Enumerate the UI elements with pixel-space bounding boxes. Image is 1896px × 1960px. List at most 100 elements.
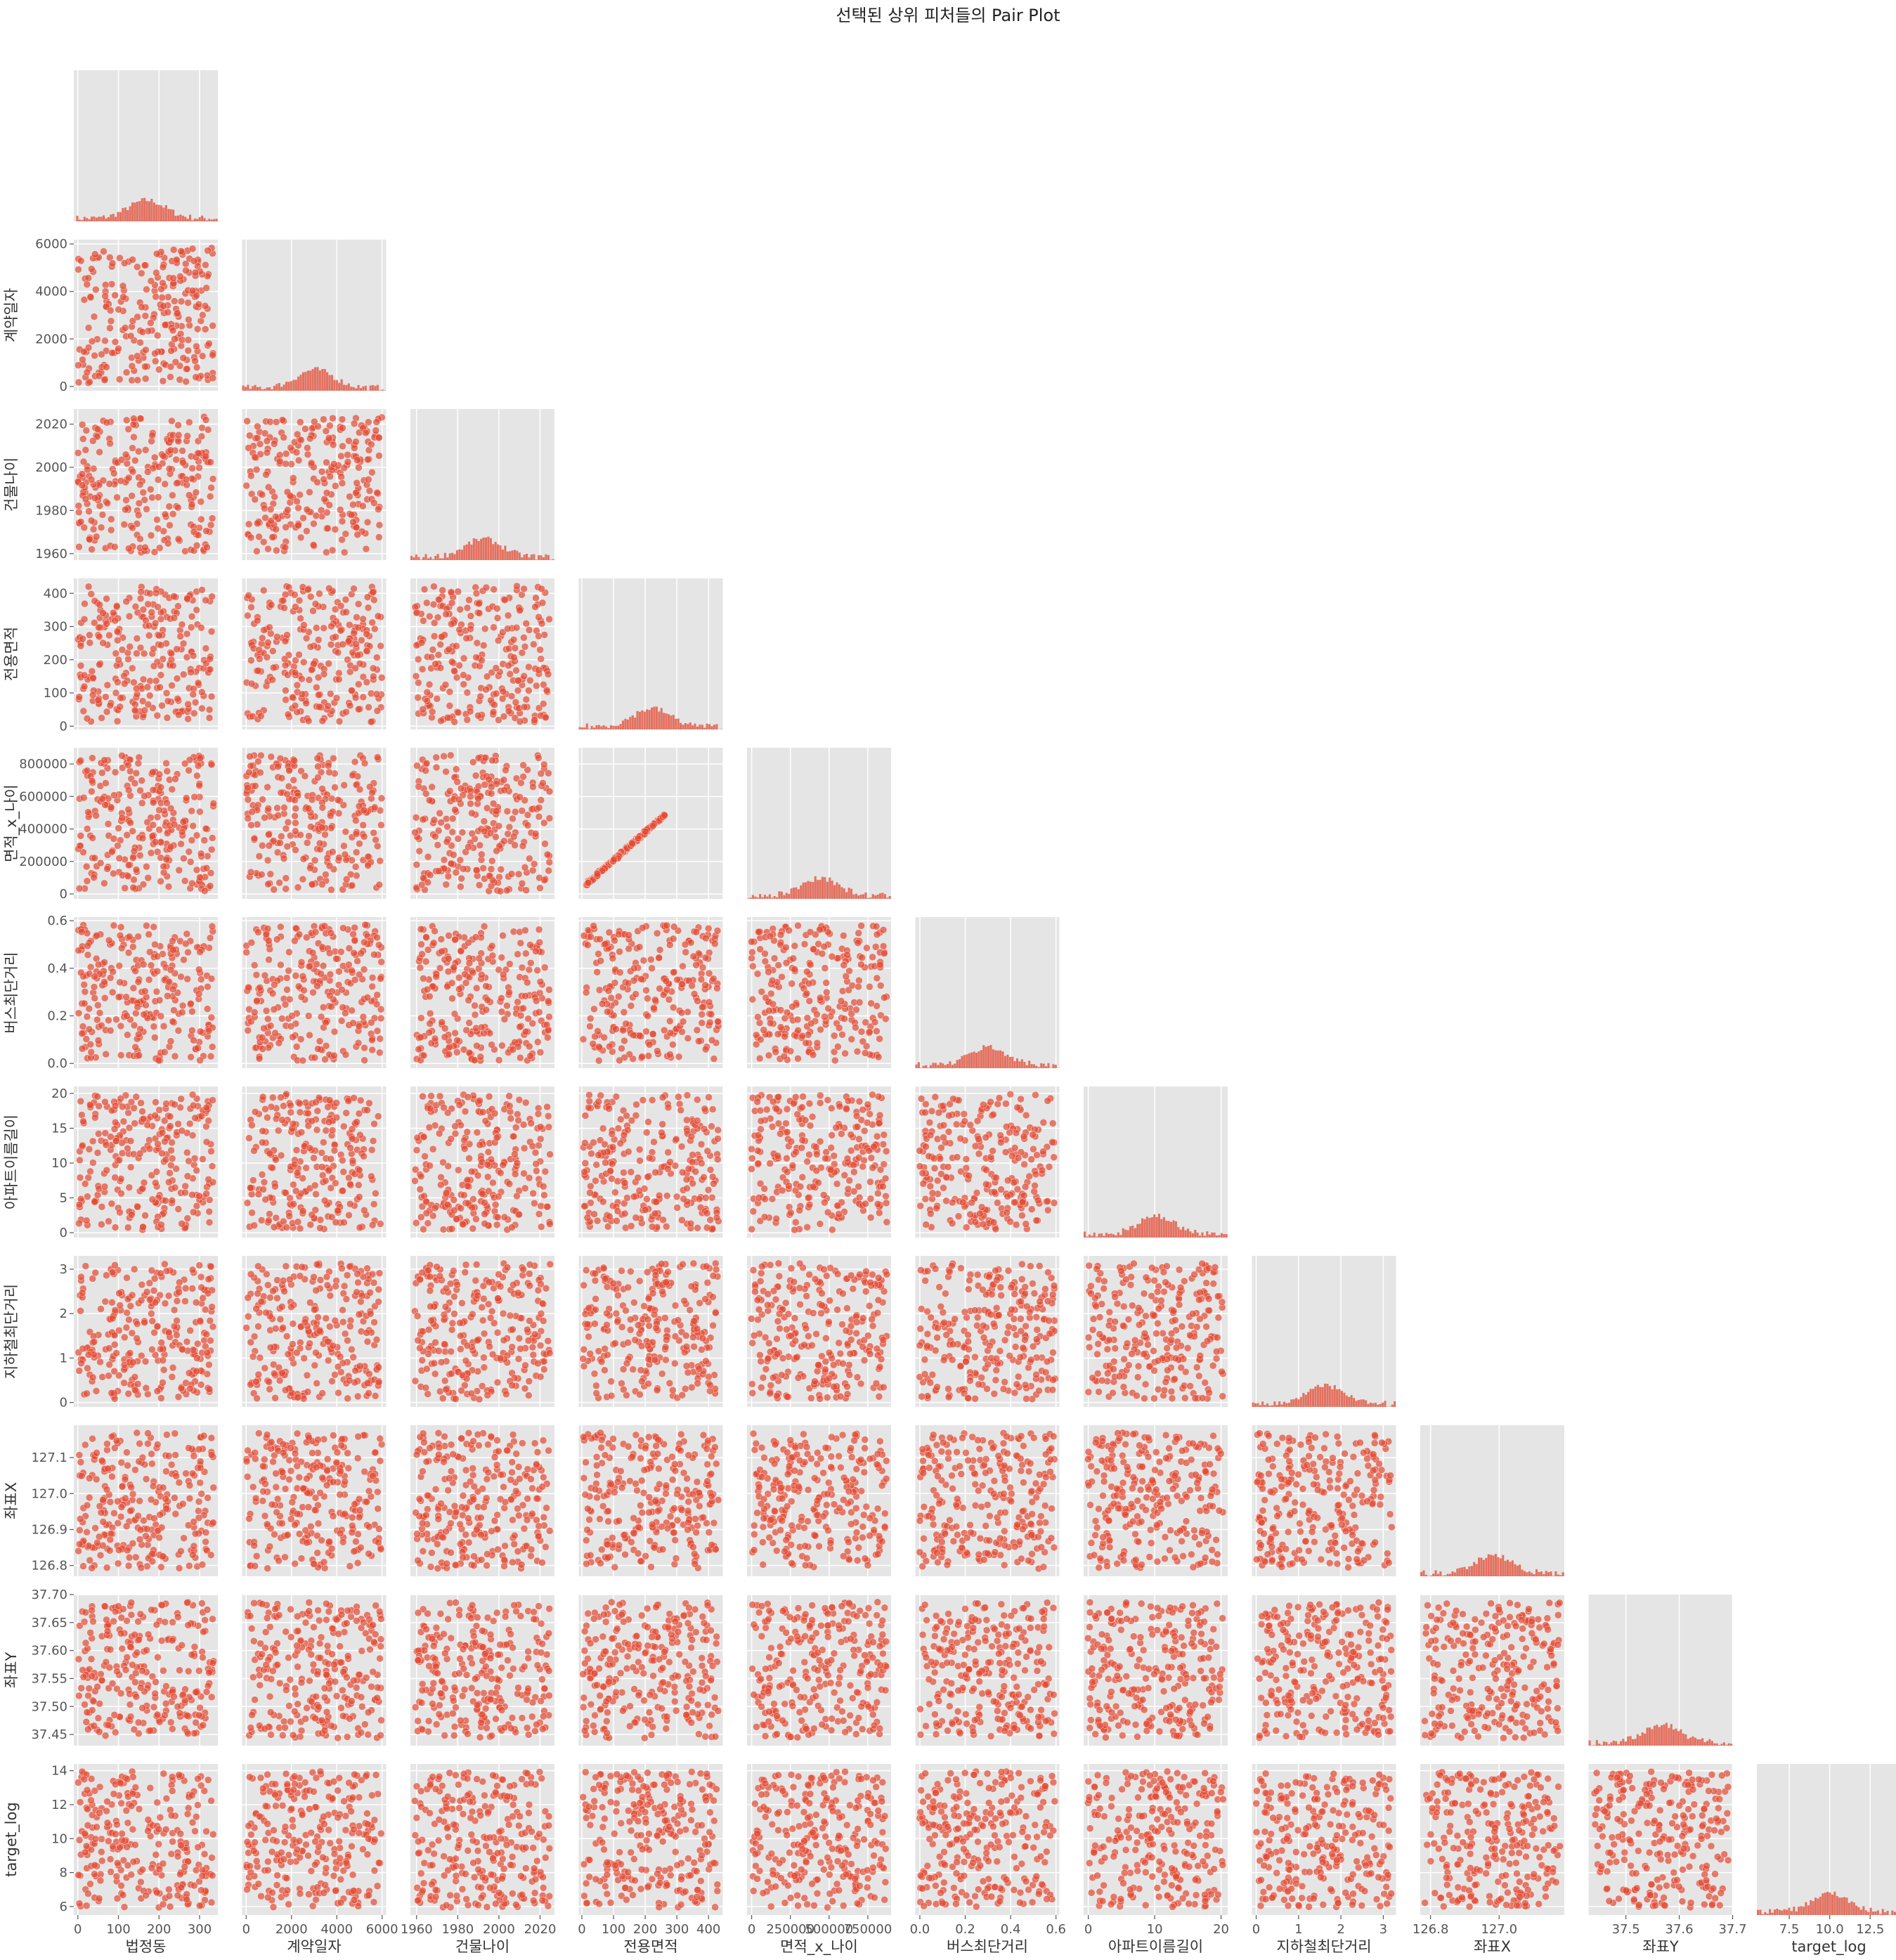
- scatter-point: [445, 645, 453, 654]
- scatter-point: [830, 1032, 838, 1040]
- scatter-point: [327, 690, 335, 698]
- scatter-point: [338, 479, 346, 487]
- scatter-point: [295, 597, 304, 604]
- scatter-point: [111, 291, 119, 299]
- scatter-point: [101, 801, 109, 809]
- scatter-point: [111, 768, 119, 777]
- histogram-bar: [278, 383, 280, 391]
- histogram-bar: [1047, 1063, 1050, 1068]
- scatter-point: [419, 815, 427, 824]
- scatter-point: [119, 293, 127, 301]
- scatter-point: [498, 1041, 506, 1050]
- scatter-point: [136, 535, 144, 543]
- scatter-point: [80, 296, 89, 304]
- scatter-point: [194, 762, 202, 770]
- scatter-point: [138, 1108, 146, 1115]
- scatter-point: [545, 997, 552, 1005]
- scatter-point: [642, 986, 650, 994]
- scatter-point: [143, 862, 150, 871]
- scatter-point: [100, 376, 109, 384]
- scatter-point: [193, 866, 201, 874]
- scatter-point: [803, 968, 811, 975]
- scatter-point: [290, 1181, 297, 1188]
- scatter-point: [91, 351, 98, 360]
- scatter-point: [244, 1027, 252, 1034]
- scatter-point: [605, 928, 613, 937]
- scatter-point: [536, 1049, 545, 1056]
- scatter-point: [616, 1056, 623, 1065]
- scatter-point: [122, 496, 130, 504]
- scatter-point: [86, 1167, 94, 1176]
- scatter-point: [80, 980, 88, 989]
- scatter-point: [369, 664, 377, 673]
- histogram-bar: [115, 216, 117, 221]
- scatter-point: [108, 349, 116, 357]
- scatter-point: [124, 949, 133, 956]
- scatter-point: [152, 1179, 160, 1187]
- scatter-point: [275, 1127, 283, 1135]
- scatter-point: [458, 829, 467, 836]
- scatter-point: [831, 1056, 839, 1065]
- scatter-point: [169, 985, 177, 994]
- scatter-point: [755, 1054, 764, 1063]
- histogram-bar: [694, 723, 696, 729]
- scatter-point: [428, 783, 436, 791]
- scatter-point: [329, 848, 337, 856]
- scatter-point: [280, 1102, 287, 1110]
- scatter-point: [711, 940, 719, 948]
- scatter-point: [441, 1025, 449, 1032]
- scatter-point: [782, 943, 790, 952]
- scatter-point: [420, 975, 427, 982]
- scatter-point: [320, 922, 329, 930]
- histogram-bar: [441, 558, 444, 560]
- scatter-point: [183, 365, 191, 373]
- scatter-point: [122, 597, 130, 606]
- scatter-point: [518, 879, 526, 888]
- scatter-point: [270, 663, 278, 672]
- panel-아파트이름길이-vs-계약일자: [242, 1086, 387, 1238]
- panel-grid: 0200040006000계약일자1960198020002020건물나이010…: [3, 70, 1896, 1956]
- scatter-point: [294, 456, 303, 465]
- scatter-point: [616, 947, 623, 956]
- scatter-point: [204, 1117, 212, 1125]
- scatter-point: [264, 545, 272, 553]
- scatter-point: [84, 274, 92, 282]
- scatter-point: [112, 689, 120, 697]
- scatter-point: [271, 440, 278, 448]
- histogram-bar: [369, 385, 372, 391]
- scatter-point: [625, 931, 632, 939]
- scatter-point: [188, 500, 196, 509]
- scatter-point: [128, 362, 136, 370]
- scatter-point: [153, 967, 162, 975]
- scatter-point: [820, 942, 828, 951]
- scatter-point: [261, 514, 269, 522]
- scatter-point: [593, 870, 602, 878]
- scatter-point: [150, 798, 157, 807]
- histogram-bar: [602, 725, 605, 729]
- histogram-bar: [186, 219, 189, 221]
- scatter-point: [278, 774, 286, 782]
- histogram-bar: [506, 551, 509, 560]
- scatter-point: [359, 693, 367, 701]
- scatter-point: [198, 352, 207, 360]
- scatter-point: [337, 452, 345, 460]
- panel-버스최단거리-vs-건물나이: [410, 917, 554, 1068]
- scatter-point: [197, 432, 206, 441]
- scatter-point: [352, 817, 360, 824]
- scatter-point: [525, 663, 533, 671]
- scatter-point: [473, 639, 481, 647]
- scatter-point: [598, 1000, 606, 1008]
- scatter-point: [363, 1106, 371, 1114]
- scatter-point: [86, 378, 93, 386]
- scatter-point: [208, 1162, 216, 1170]
- scatter-point: [373, 1027, 382, 1035]
- scatter-point: [450, 667, 458, 675]
- scatter-point: [630, 1031, 637, 1039]
- scatter-point: [415, 847, 423, 855]
- scatter-point: [207, 483, 215, 492]
- scatter-point: [494, 637, 502, 644]
- y-tick-label: 0: [60, 1226, 67, 1240]
- scatter-point: [209, 799, 217, 807]
- scatter-point: [276, 839, 284, 847]
